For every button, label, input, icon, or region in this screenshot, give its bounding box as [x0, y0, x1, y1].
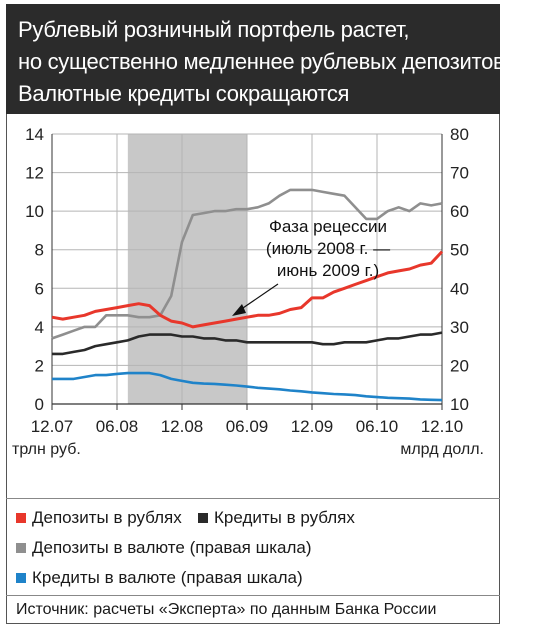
- left-tick-label: 6: [35, 279, 44, 298]
- left-tick-label: 10: [25, 202, 44, 221]
- title-line-1: Рублевый розничный портфель растет,: [18, 17, 410, 42]
- annotation-text: июнь 2009 г.): [277, 261, 379, 280]
- legend-label: Депозиты в валюте (правая шкала): [32, 538, 312, 557]
- legend-item-rub-deposits: Депозиты в рублях: [16, 508, 182, 528]
- legend-swatch-black: [198, 513, 208, 523]
- title-line-3: Валютные кредиты сокращаются: [18, 81, 350, 106]
- legend-item-fx-loans: Кредиты в валюте (правая шкала): [16, 568, 303, 588]
- series-line-1: [52, 331, 443, 356]
- right-tick-label: 50: [450, 241, 469, 260]
- annotation-arrow-shaft: [239, 283, 279, 311]
- right-tick-label: 30: [450, 318, 469, 337]
- line-chart: 0 2 4 6 8 10 12 14 10 20 30 40 50 60 70 80 12.07 06.08 12.…: [12, 125, 484, 458]
- x-tick-label: 12.07: [31, 417, 74, 436]
- right-tick-label: 20: [450, 356, 469, 375]
- legend-swatch-red: [16, 513, 26, 523]
- x-tick-label: 12.09: [291, 417, 334, 436]
- left-tick-label: 14: [25, 125, 44, 144]
- right-tick-label: 40: [450, 279, 469, 298]
- chart-title: Рублевый розничный портфель растет, но с…: [6, 4, 511, 114]
- legend-swatch-blue: [16, 573, 26, 583]
- left-tick-label: 4: [35, 318, 44, 337]
- recession-shading: [127, 134, 247, 404]
- legend-label: Кредиты в рублях: [214, 508, 355, 527]
- right-tick-label: 10: [450, 395, 469, 414]
- series-line-0: [51, 250, 444, 329]
- left-tick-label: 2: [35, 356, 44, 375]
- legend-label: Кредиты в валюте (правая шкала): [32, 568, 303, 587]
- left-tick-label: 12: [25, 164, 44, 183]
- x-tick-label: 12.10: [421, 417, 464, 436]
- x-tick-label: 06.10: [356, 417, 399, 436]
- x-tick-label: 12.08: [161, 417, 204, 436]
- annotation-text: Фаза рецессии: [269, 217, 387, 236]
- title-line-2: но существенно медленнее рублевых депози…: [18, 49, 511, 74]
- x-tick-label: 06.09: [226, 417, 269, 436]
- right-tick-label: 60: [450, 202, 469, 221]
- annotation-text: (июль 2008 г. —: [266, 239, 390, 258]
- x-tick-label: 06.08: [96, 417, 139, 436]
- right-tick-label: 70: [450, 164, 469, 183]
- legend-divider: [6, 498, 500, 499]
- left-tick-label: 8: [35, 241, 44, 260]
- legend-swatch-gray: [16, 543, 26, 553]
- legend-item-rub-loans: Кредиты в рублях: [198, 508, 355, 528]
- annotation-arrow-head: [232, 304, 246, 316]
- right-tick-label: 80: [450, 125, 469, 144]
- series-line-3: [52, 371, 443, 402]
- legend-item-fx-deposits: Депозиты в валюте (правая шкала): [16, 538, 312, 558]
- left-tick-label: 0: [35, 395, 44, 414]
- source-note: Источник: расчеты «Эксперта» по данным Б…: [16, 601, 437, 618]
- source-divider: [6, 595, 500, 596]
- left-unit-label: трлн руб.: [12, 441, 81, 458]
- series-line-2: [51, 188, 443, 340]
- right-unit-label: млрд долл.: [400, 441, 484, 458]
- legend-label: Депозиты в рублях: [32, 508, 182, 527]
